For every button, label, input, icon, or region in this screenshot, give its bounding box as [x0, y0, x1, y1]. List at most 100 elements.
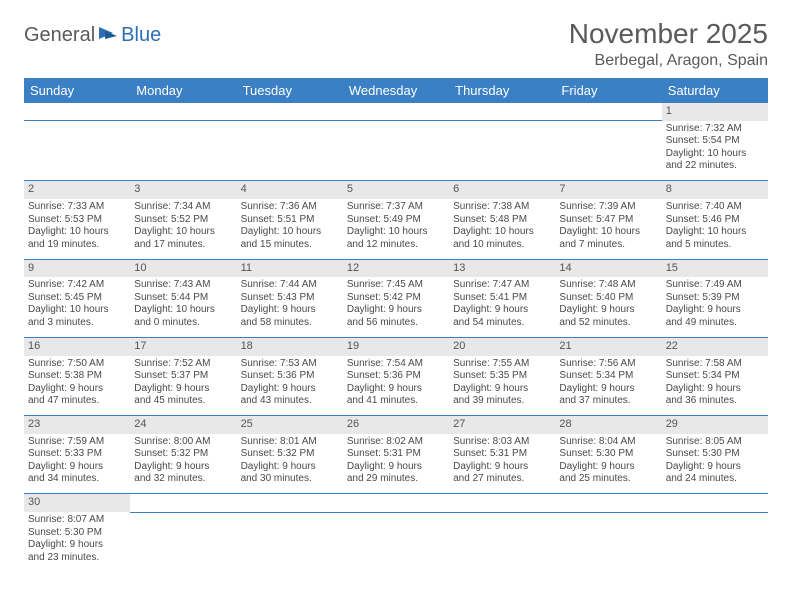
daylight-text: Daylight: 9 hours: [134, 461, 232, 474]
day-cell: Sunrise: 7:39 AMSunset: 5:47 PMDaylight:…: [555, 199, 661, 259]
daylight-text: Daylight: 10 hours: [347, 226, 445, 239]
daylight-text: Daylight: 10 hours: [28, 226, 126, 239]
empty-cell: [449, 103, 555, 121]
sunrise-text: Sunrise: 8:03 AM: [453, 436, 551, 449]
daylight-text: and 22 minutes.: [666, 160, 764, 173]
day-number-cell: 7: [555, 181, 661, 199]
daylight-text: Daylight: 9 hours: [559, 304, 657, 317]
empty-cell: [237, 103, 343, 121]
sunset-text: Sunset: 5:36 PM: [347, 370, 445, 383]
day-number-cell: 25: [237, 416, 343, 434]
daylight-text: Daylight: 9 hours: [241, 383, 339, 396]
daylight-text: and 30 minutes.: [241, 473, 339, 486]
sunrise-text: Sunrise: 7:48 AM: [559, 279, 657, 292]
month-title: November 2025: [569, 18, 768, 50]
sunset-text: Sunset: 5:33 PM: [28, 448, 126, 461]
daylight-text: Daylight: 9 hours: [28, 383, 126, 396]
daylight-text: and 7 minutes.: [559, 239, 657, 252]
day-number-cell: 22: [662, 337, 768, 355]
sunrise-text: Sunrise: 7:32 AM: [666, 123, 764, 136]
sunset-text: Sunset: 5:30 PM: [559, 448, 657, 461]
day-cell: Sunrise: 8:03 AMSunset: 5:31 PMDaylight:…: [449, 434, 555, 494]
sunrise-text: Sunrise: 7:34 AM: [134, 201, 232, 214]
sunset-text: Sunset: 5:49 PM: [347, 214, 445, 227]
day-number-cell: 24: [130, 416, 236, 434]
empty-cell: [130, 103, 236, 121]
day-number-cell: 2: [24, 181, 130, 199]
sunrise-text: Sunrise: 7:36 AM: [241, 201, 339, 214]
sunrise-text: Sunrise: 7:44 AM: [241, 279, 339, 292]
day-number-cell: 29: [662, 416, 768, 434]
day-number-cell: 26: [343, 416, 449, 434]
daylight-text: and 54 minutes.: [453, 317, 551, 330]
empty-cell: [24, 121, 130, 181]
daylight-text: Daylight: 9 hours: [347, 383, 445, 396]
day-cell: Sunrise: 7:45 AMSunset: 5:42 PMDaylight:…: [343, 277, 449, 337]
sunset-text: Sunset: 5:30 PM: [28, 527, 126, 540]
daylight-text: and 27 minutes.: [453, 473, 551, 486]
day-number-cell: 10: [130, 259, 236, 277]
sunrise-text: Sunrise: 7:40 AM: [666, 201, 764, 214]
sunrise-text: Sunrise: 7:49 AM: [666, 279, 764, 292]
daylight-text: and 17 minutes.: [134, 239, 232, 252]
day-content-row: Sunrise: 7:32 AMSunset: 5:54 PMDaylight:…: [24, 121, 768, 181]
daylight-text: and 49 minutes.: [666, 317, 764, 330]
daylight-text: and 47 minutes.: [28, 395, 126, 408]
sunrise-text: Sunrise: 7:43 AM: [134, 279, 232, 292]
weekday-header: Wednesday: [343, 78, 449, 103]
day-cell: Sunrise: 8:02 AMSunset: 5:31 PMDaylight:…: [343, 434, 449, 494]
logo-flag-icon: [99, 25, 119, 46]
sunrise-text: Sunrise: 7:56 AM: [559, 358, 657, 371]
day-cell: Sunrise: 7:56 AMSunset: 5:34 PMDaylight:…: [555, 356, 661, 416]
day-cell: Sunrise: 8:05 AMSunset: 5:30 PMDaylight:…: [662, 434, 768, 494]
daylight-text: Daylight: 9 hours: [559, 383, 657, 396]
location-text: Berbegal, Aragon, Spain: [569, 52, 768, 70]
daylight-text: and 52 minutes.: [559, 317, 657, 330]
daylight-text: Daylight: 9 hours: [453, 461, 551, 474]
day-number-cell: 19: [343, 337, 449, 355]
day-number-cell: 17: [130, 337, 236, 355]
day-cell: Sunrise: 7:49 AMSunset: 5:39 PMDaylight:…: [662, 277, 768, 337]
sunrise-text: Sunrise: 8:05 AM: [666, 436, 764, 449]
day-content-row: Sunrise: 7:42 AMSunset: 5:45 PMDaylight:…: [24, 277, 768, 337]
daylight-text: and 56 minutes.: [347, 317, 445, 330]
day-number-cell: 30: [24, 494, 130, 512]
day-cell: Sunrise: 7:43 AMSunset: 5:44 PMDaylight:…: [130, 277, 236, 337]
day-cell: Sunrise: 8:04 AMSunset: 5:30 PMDaylight:…: [555, 434, 661, 494]
day-cell: Sunrise: 7:42 AMSunset: 5:45 PMDaylight:…: [24, 277, 130, 337]
logo: General Blue: [24, 24, 161, 47]
day-number-row: 23242526272829: [24, 416, 768, 434]
day-cell: Sunrise: 8:01 AMSunset: 5:32 PMDaylight:…: [237, 434, 343, 494]
sunset-text: Sunset: 5:46 PM: [666, 214, 764, 227]
day-number-cell: 8: [662, 181, 768, 199]
day-cell: Sunrise: 7:52 AMSunset: 5:37 PMDaylight:…: [130, 356, 236, 416]
logo-text-blue: Blue: [121, 24, 161, 47]
daylight-text: Daylight: 10 hours: [666, 148, 764, 161]
daylight-text: Daylight: 9 hours: [347, 304, 445, 317]
daylight-text: Daylight: 9 hours: [134, 383, 232, 396]
daylight-text: and 10 minutes.: [453, 239, 551, 252]
empty-cell: [343, 512, 449, 572]
day-cell: Sunrise: 7:40 AMSunset: 5:46 PMDaylight:…: [662, 199, 768, 259]
sunrise-text: Sunrise: 7:53 AM: [241, 358, 339, 371]
weekday-header: Friday: [555, 78, 661, 103]
daylight-text: Daylight: 9 hours: [347, 461, 445, 474]
daylight-text: and 5 minutes.: [666, 239, 764, 252]
day-cell: Sunrise: 7:33 AMSunset: 5:53 PMDaylight:…: [24, 199, 130, 259]
daylight-text: Daylight: 10 hours: [559, 226, 657, 239]
sunset-text: Sunset: 5:44 PM: [134, 292, 232, 305]
sunrise-text: Sunrise: 7:33 AM: [28, 201, 126, 214]
daylight-text: and 58 minutes.: [241, 317, 339, 330]
empty-cell: [662, 512, 768, 572]
calendar-table: SundayMondayTuesdayWednesdayThursdayFrid…: [24, 78, 768, 572]
sunset-text: Sunset: 5:34 PM: [559, 370, 657, 383]
sunset-text: Sunset: 5:32 PM: [241, 448, 339, 461]
day-number-cell: 18: [237, 337, 343, 355]
daylight-text: and 29 minutes.: [347, 473, 445, 486]
empty-cell: [130, 512, 236, 572]
daylight-text: and 39 minutes.: [453, 395, 551, 408]
daylight-text: and 45 minutes.: [134, 395, 232, 408]
daylight-text: Daylight: 9 hours: [28, 539, 126, 552]
day-content-row: Sunrise: 8:07 AMSunset: 5:30 PMDaylight:…: [24, 512, 768, 572]
daylight-text: Daylight: 10 hours: [134, 304, 232, 317]
